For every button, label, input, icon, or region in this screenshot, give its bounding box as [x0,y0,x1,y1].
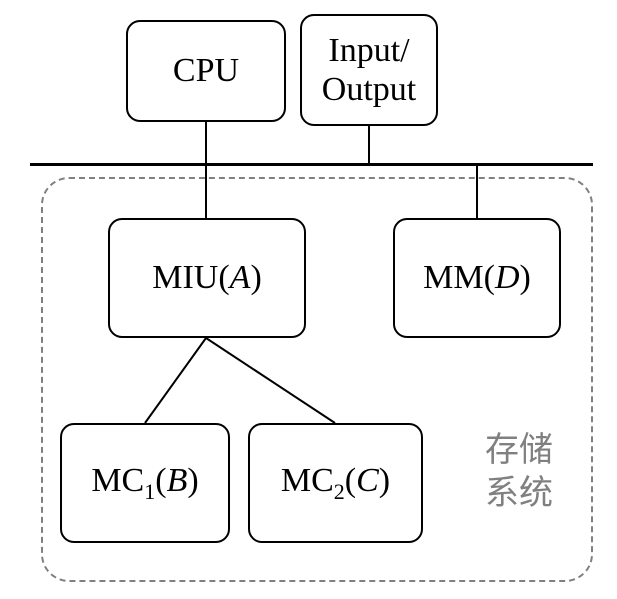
storage-caption: 存储 系统 [485,430,553,515]
label-mc1: MC1(B) [91,461,198,504]
label-mc2: MC2(C) [281,461,390,504]
node-cpu: CPU [126,20,286,122]
node-mc2: MC2(C) [248,423,423,543]
label-cpu: CPU [173,51,239,90]
node-miu: MIU(A) [108,218,306,338]
label-miu: MIU(A) [152,258,262,297]
label-io: Input/ Output [322,31,416,109]
node-mc1: MC1(B) [60,423,230,543]
bus-line [30,163,593,166]
node-io: Input/ Output [300,14,438,126]
label-mm: MM(D) [423,258,531,297]
node-mm: MM(D) [393,218,561,338]
